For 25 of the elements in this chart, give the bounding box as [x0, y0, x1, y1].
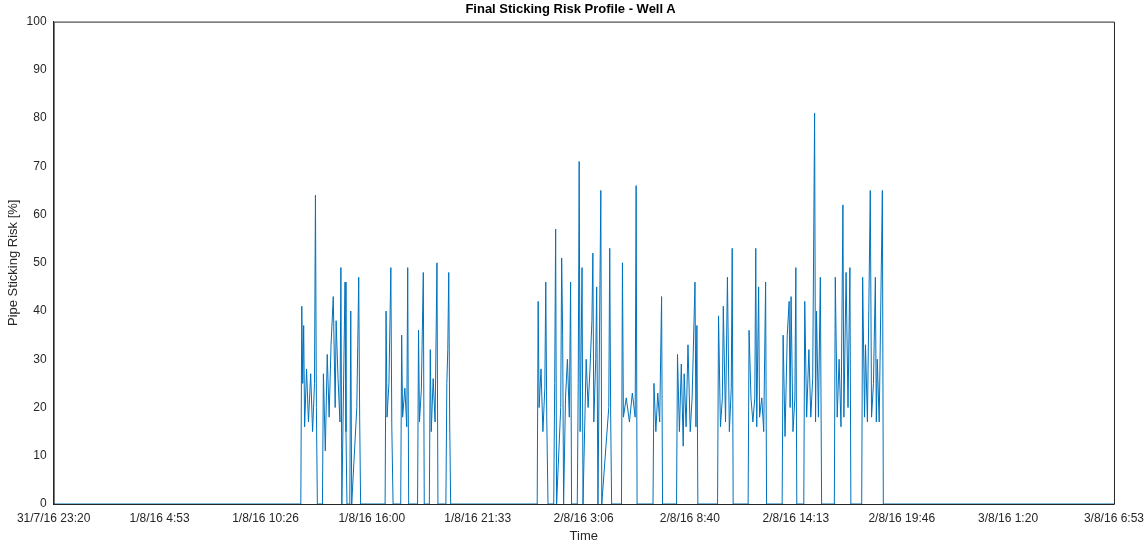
y-tick-label: 20: [33, 399, 47, 414]
y-tick-label: 100: [26, 13, 47, 28]
x-tick-label: 3/8/16 1:20: [978, 510, 1039, 525]
x-tick-label: 1/8/16 21:33: [444, 510, 512, 525]
y-axis-title: Pipe Sticking Risk [%]: [5, 199, 21, 327]
x-tick-label: 3/8/16 6:53: [1083, 510, 1145, 525]
x-tick-label: 1/8/16 4:53: [129, 510, 190, 525]
y-tick-label: 70: [33, 158, 47, 173]
y-tick-label: 0: [39, 496, 47, 511]
x-tick-label: 2/8/16 19:46: [868, 510, 936, 525]
x-tick-label: 2/8/16 3:06: [553, 510, 614, 525]
y-tick-label: 50: [33, 255, 47, 270]
y-tick-label: 40: [33, 303, 47, 318]
chart-title: Final Sticking Risk Profile - Well A: [465, 1, 677, 17]
x-tick-label: 1/8/16 16:00: [338, 510, 406, 525]
y-tick-label: 60: [33, 206, 47, 221]
y-tick-label: 90: [33, 62, 47, 77]
y-tick-label: 30: [33, 351, 47, 366]
x-axis-title: Time: [569, 527, 598, 543]
x-tick-label: 1/8/16 10:26: [232, 510, 300, 525]
y-tick-label: 10: [33, 448, 47, 463]
x-tick-label: 2/8/16 14:13: [762, 510, 830, 525]
x-tick-label: 31/7/16 23:20: [16, 510, 91, 525]
x-tick-label: 2/8/16 8:40: [659, 510, 721, 525]
y-tick-label: 80: [33, 110, 47, 125]
